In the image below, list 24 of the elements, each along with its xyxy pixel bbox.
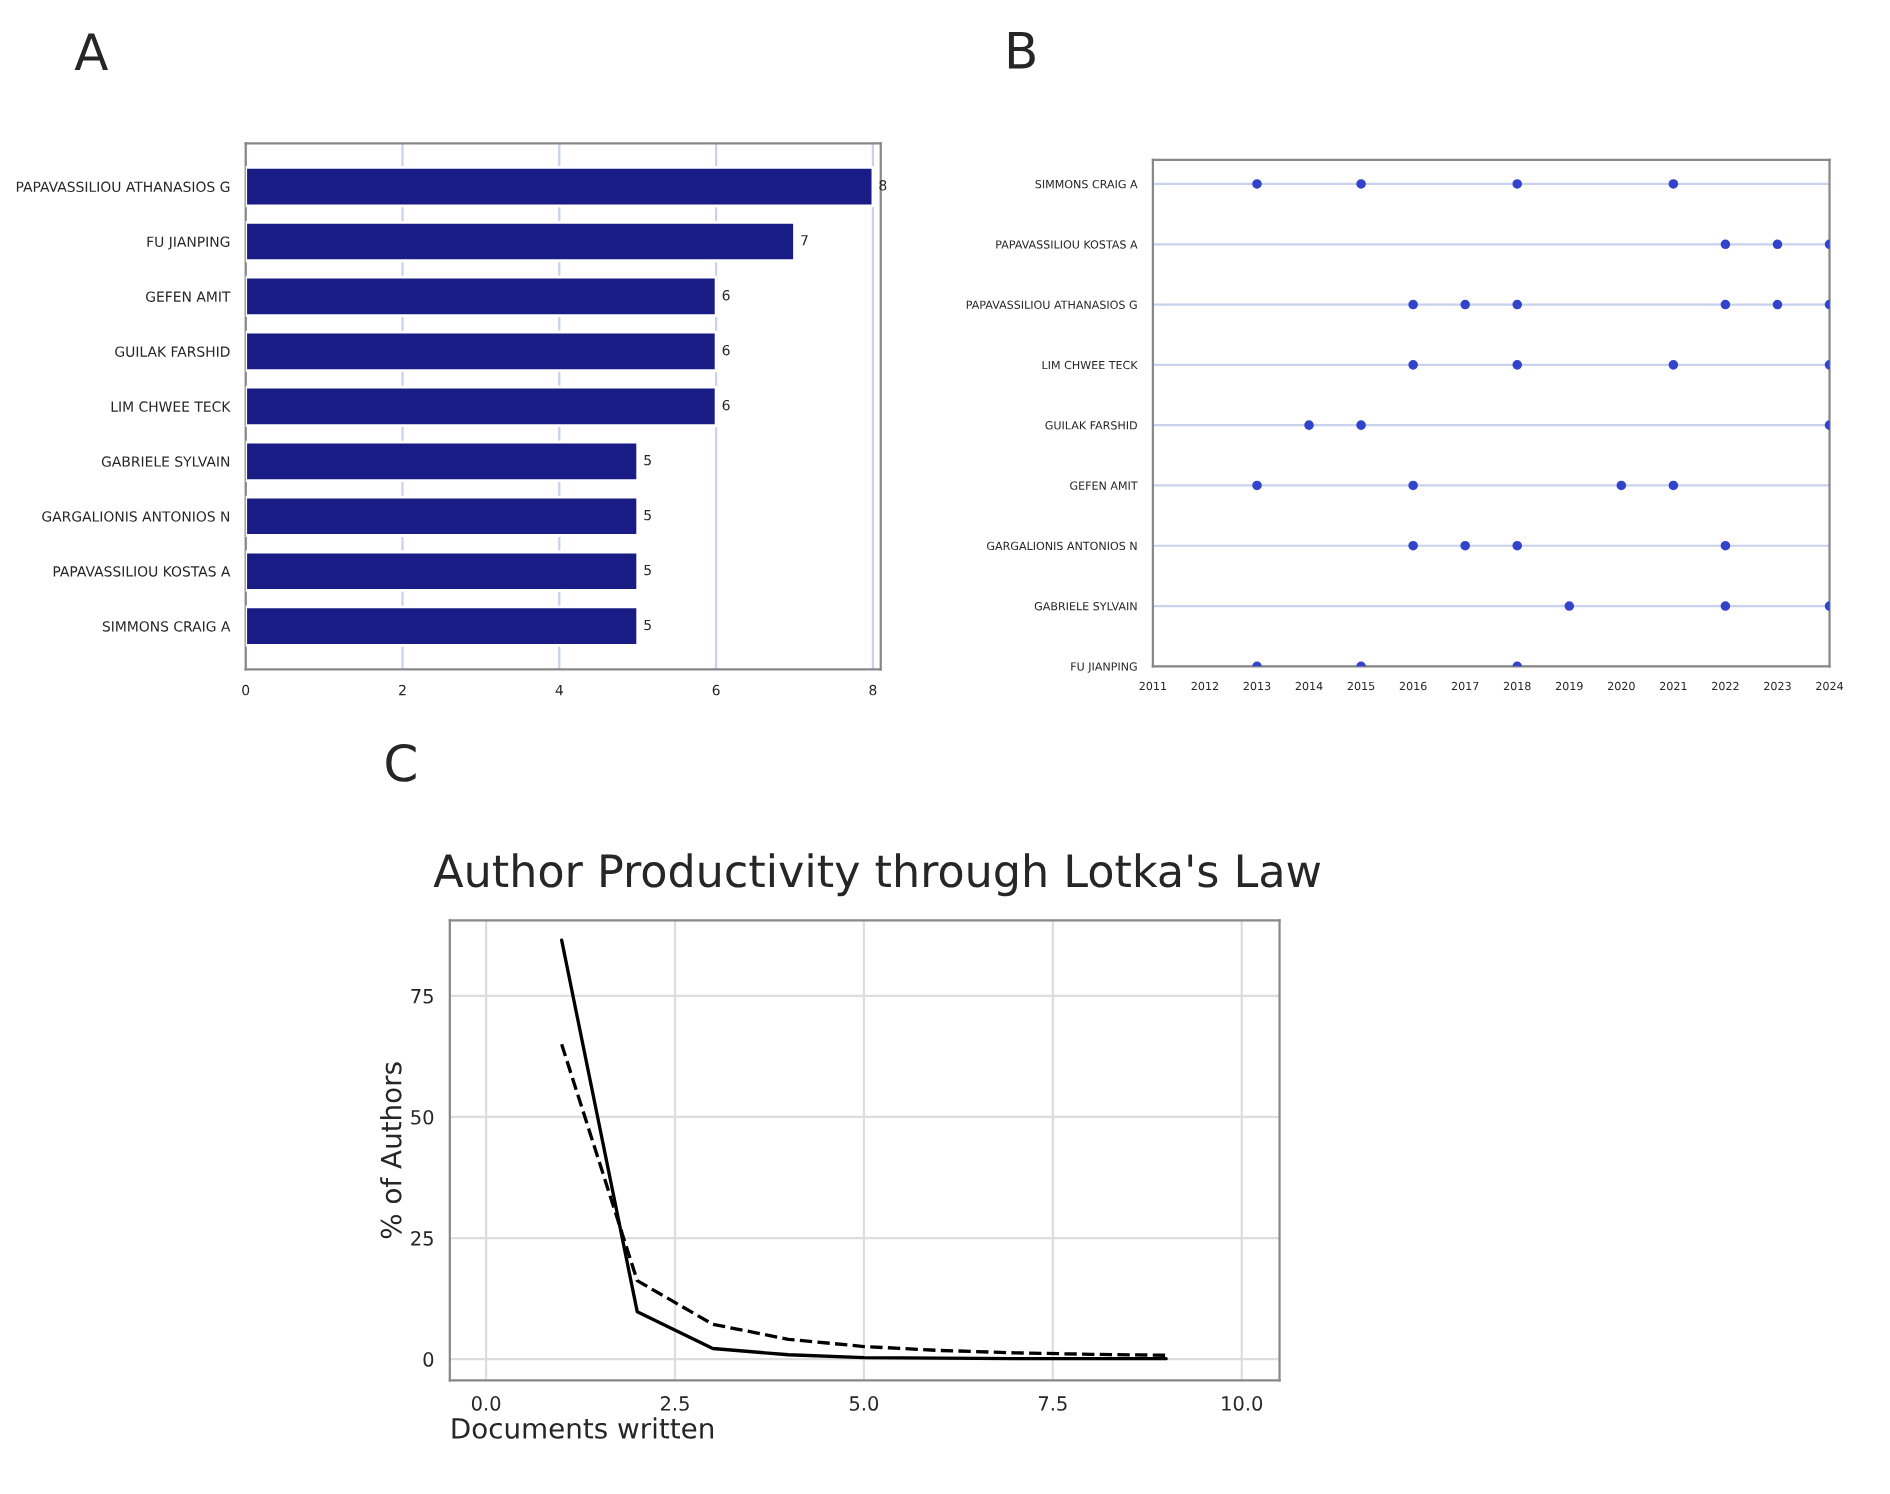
text: A: [74, 33, 109, 70]
y-tick-label: 25: [411, 1231, 433, 1246]
bar: [245, 605, 640, 647]
x-tick-label: 2.5: [660, 1396, 689, 1411]
bar: [245, 330, 718, 373]
x-tick-label: 7.5: [1038, 1396, 1067, 1411]
bar: [245, 165, 875, 208]
chart-title: Author Productivity through Lotka's Law: [433, 853, 1321, 897]
y-axis-title: % of Authors: [380, 1062, 402, 1239]
bar: [245, 440, 640, 482]
bar: [245, 495, 640, 537]
bar: [245, 550, 640, 592]
text: C: [386, 743, 416, 782]
y-tick-label: 0: [423, 1352, 434, 1367]
y-tick-label: 50: [411, 1109, 434, 1125]
x-axis-title: Documents written: [452, 1417, 714, 1439]
text: B: [1008, 31, 1035, 69]
y-tick-label: 75: [411, 989, 433, 1004]
bar: [245, 275, 718, 318]
x-tick-label: 5.0: [849, 1396, 879, 1411]
bar: [245, 385, 718, 427]
x-tick-label: 0.0: [471, 1396, 501, 1411]
x-tick-label: 10.0: [1222, 1396, 1263, 1411]
bar: [245, 220, 796, 263]
